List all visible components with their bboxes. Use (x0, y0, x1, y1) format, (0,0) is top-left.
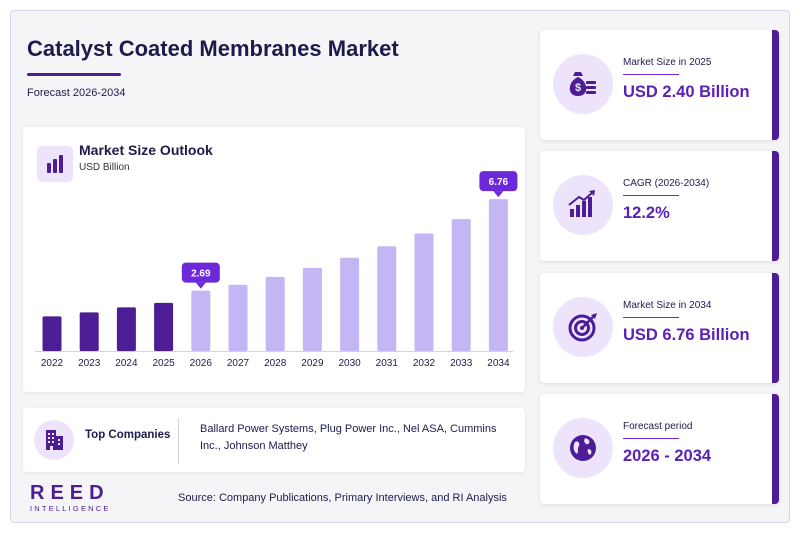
stat-value: 12.2% (623, 204, 670, 222)
x-tick-label: 2034 (487, 358, 510, 369)
stat-value: 2026 - 2034 (623, 447, 712, 465)
data-label-2026: 2.69 (181, 262, 220, 289)
data-label-2034: 6.76 (479, 171, 518, 198)
globe-icon (553, 418, 613, 478)
x-tick-label: 2022 (41, 358, 64, 369)
stat-card-forecast-period: Forecast period 2026 - 2034 (540, 394, 779, 504)
x-tick-label: 2031 (376, 358, 399, 369)
x-tick-label: 2027 (227, 358, 250, 369)
logo-wordmark: REED (30, 482, 110, 504)
chart-title: Market Size Outlook (79, 142, 213, 158)
bar-2028 (265, 276, 285, 351)
x-tick-label: 2028 (264, 358, 287, 369)
x-tick-label: 2033 (450, 358, 473, 369)
bar-2024 (116, 307, 136, 351)
top-companies-label: Top Companies (85, 429, 171, 441)
x-tick-label: 2029 (301, 358, 324, 369)
bar-chart: 2022 2023 2024 2025 2026 2027 2028 2029 2030 2031… (35, 171, 518, 369)
x-tick-label: 2032 (413, 358, 436, 369)
top-companies-card: Top Companies Ballard Power Systems, Plu… (23, 408, 525, 472)
top-companies-list: Ballard Power Systems, Plug Power Inc., … (200, 423, 497, 452)
chart-card: Market Size Outlook USD Billion 2022 2023… (23, 127, 525, 392)
stat-card-market-size-2034: Market Size in 2034 USD 6.76 Billion (540, 273, 779, 383)
stat-divider (623, 317, 679, 318)
bar-2023 (79, 312, 99, 351)
title-underline (27, 73, 121, 76)
bar-2029 (302, 267, 322, 351)
money-bag-icon: $ (553, 54, 613, 114)
stat-label: CAGR (2026-2034) (623, 178, 710, 189)
stat-value: USD 6.76 Billion (623, 326, 750, 344)
bar-2025 (154, 302, 174, 351)
card-accent (772, 394, 779, 504)
bar-chart-icon (37, 146, 73, 182)
source-note: Source: Company Publications, Primary In… (178, 492, 507, 504)
card-accent (772, 273, 779, 383)
bar-2026 (191, 290, 211, 351)
bar-2027 (228, 284, 248, 351)
svg-text:$: $ (575, 82, 581, 94)
svg-text:6.76: 6.76 (489, 177, 509, 188)
x-tick-label: 2025 (152, 358, 175, 369)
card-accent (772, 30, 779, 140)
building-icon (34, 420, 74, 460)
stat-label: Market Size in 2034 (623, 300, 712, 311)
growth-chart-icon (553, 175, 613, 235)
stat-card-cagr: CAGR (2026-2034) 12.2% (540, 151, 779, 261)
chart-unit: USD Billion (79, 162, 130, 173)
stat-label: Forecast period (623, 421, 693, 432)
bar-2032 (414, 233, 434, 351)
x-tick-label: 2024 (115, 358, 138, 369)
x-tick-label: 2030 (338, 358, 361, 369)
bar-2034 (488, 199, 508, 351)
stat-label: Market Size in 2025 (623, 57, 712, 68)
page-subtitle: Forecast 2026-2034 (27, 87, 126, 99)
logo-subtext: INTELLIGENCE (30, 504, 111, 513)
bar-2031 (377, 246, 397, 351)
stat-card-market-size-2025: $ Market Size in 2025 USD 2.40 Billion (540, 30, 779, 140)
svg-text:2.69: 2.69 (191, 269, 211, 280)
x-tick-label: 2023 (78, 358, 101, 369)
stat-divider (623, 195, 679, 196)
target-icon (553, 297, 613, 357)
bar-2022 (42, 316, 62, 351)
stat-divider (623, 438, 679, 439)
stat-value: USD 2.40 Billion (623, 83, 750, 101)
x-tick-label: 2026 (190, 358, 213, 369)
page-title: Catalyst Coated Membranes Market (27, 36, 399, 61)
brand-logo: REED INTELLIGENCE (30, 483, 130, 513)
bar-2033 (451, 219, 471, 351)
card-accent (772, 151, 779, 261)
bar-2030 (340, 257, 360, 351)
divider (178, 418, 179, 464)
stat-divider (623, 74, 679, 75)
